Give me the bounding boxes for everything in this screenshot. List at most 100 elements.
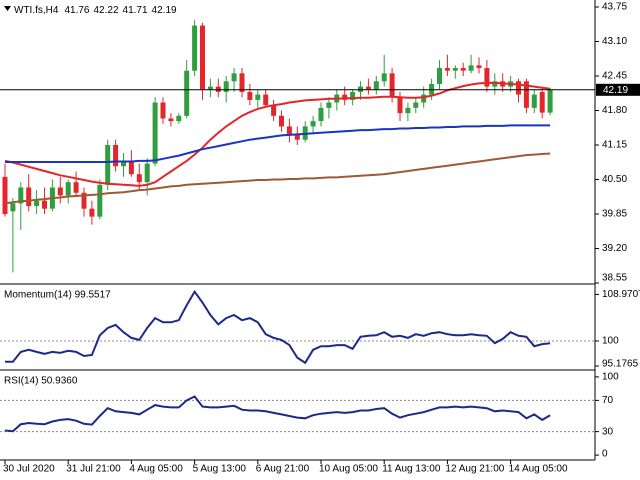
indicator-line <box>5 289 551 365</box>
candle-body <box>523 81 529 108</box>
candle-body <box>73 182 79 193</box>
y-tick-label: 0 <box>602 449 608 460</box>
last-price-box <box>596 83 640 96</box>
indicator-line <box>4 152 551 205</box>
x-tick-label: 11 Aug 13:00 <box>382 464 441 475</box>
y-tick-label: 70 <box>602 395 614 406</box>
close-value: 42.19 <box>152 5 177 16</box>
y-tick-label: 100 <box>602 372 619 383</box>
candle-body <box>113 145 119 167</box>
candle-body <box>413 102 419 108</box>
candle-body <box>279 115 284 127</box>
symbol: WTI.fs,H4 <box>14 5 59 16</box>
candle-body <box>318 107 324 122</box>
candle-body <box>2 176 8 214</box>
y-tick-label: 39.20 <box>602 243 627 254</box>
y-tick-label: 108.9707 <box>602 289 640 300</box>
candle-body <box>192 25 198 71</box>
pane-title: Momentum(14) 99.5517 <box>4 290 111 301</box>
candle-body <box>207 86 213 90</box>
candle-body <box>136 174 142 183</box>
candle-body <box>263 94 269 106</box>
candle-body <box>365 86 371 90</box>
y-tick-label: 43.10 <box>602 36 627 47</box>
y-tick-label: 95.1765 <box>602 359 639 370</box>
candle-body <box>128 160 134 175</box>
last-price-label: 42.19 <box>603 85 628 96</box>
candle-body <box>89 208 95 217</box>
x-tick-label: 30 Jul 2020 <box>3 464 55 475</box>
candle-body <box>373 81 379 90</box>
indicator-line <box>5 124 551 163</box>
candle-body <box>492 81 498 87</box>
candle-body <box>26 187 32 207</box>
low-value: 41.71 <box>123 5 148 16</box>
y-tick-label: 41.15 <box>602 140 627 151</box>
candle-body <box>176 115 182 122</box>
candle-body <box>286 126 292 135</box>
candle-body <box>468 65 474 71</box>
candle-body <box>429 83 435 95</box>
candle-body <box>121 160 126 167</box>
candle-body <box>310 121 316 127</box>
candle-body <box>358 86 363 92</box>
x-tick-label: 5 Aug 13:00 <box>193 464 247 475</box>
candle-body <box>247 91 253 100</box>
candle-body <box>57 187 63 196</box>
candle-body <box>460 68 466 71</box>
x-tick-label: 10 Aug 05:00 <box>319 464 378 475</box>
high-value: 42.22 <box>93 5 118 16</box>
candle-body <box>184 70 190 116</box>
x-tick-label: 31 Jul 21:00 <box>66 464 121 475</box>
candle-body <box>389 73 395 98</box>
y-tick-label: 43.75 <box>602 2 627 13</box>
candle-body <box>421 94 427 103</box>
indicator-line <box>4 395 551 433</box>
candle-body <box>271 105 277 116</box>
candle-body <box>452 68 458 71</box>
chart-header: WTI.fs,H4 41.76 42.22 41.71 42.19 <box>14 5 177 16</box>
candle-body <box>381 73 387 82</box>
x-tick-label: 4 Aug 05:00 <box>129 464 183 475</box>
candle-body <box>10 203 16 212</box>
candle-body <box>42 200 47 209</box>
candle-body <box>405 107 411 114</box>
menu-icon <box>4 6 11 11</box>
candle-body <box>539 91 545 113</box>
candle-body <box>444 68 450 71</box>
candle-body <box>18 187 24 204</box>
indicator-line <box>4 81 551 187</box>
y-tick-label: 39.85 <box>602 209 627 220</box>
y-tick-label: 100 <box>602 336 619 347</box>
candle-body <box>65 182 71 196</box>
x-tick-label: 12 Aug 21:00 <box>445 464 504 475</box>
candle-body <box>34 200 40 207</box>
y-tick-label: 40.50 <box>602 174 627 185</box>
candle-body <box>239 73 245 92</box>
candle-body <box>144 163 150 183</box>
candle-body <box>223 81 229 92</box>
open-value: 41.76 <box>64 5 89 16</box>
candle-body <box>326 102 332 108</box>
candle-body <box>152 102 158 164</box>
pane-title: RSI(14) 50.9360 <box>4 376 78 387</box>
candle-body <box>81 192 87 209</box>
candle-body <box>105 145 111 185</box>
candle-body <box>294 134 300 140</box>
candle-body <box>342 94 348 100</box>
candle-body <box>516 81 521 95</box>
candle-body <box>168 118 174 122</box>
x-tick-label: 6 Aug 21:00 <box>256 464 310 475</box>
candle-body <box>255 94 261 100</box>
y-tick-label: 42.45 <box>602 71 627 82</box>
candle-body <box>97 184 103 217</box>
y-tick-label: 38.55 <box>602 273 627 284</box>
candle-body <box>397 97 403 114</box>
y-tick-label: 41.80 <box>602 105 627 116</box>
candle-body <box>476 65 482 69</box>
candle-body <box>484 68 490 87</box>
candle-body <box>160 102 166 119</box>
y-tick-label: 30 <box>602 426 614 437</box>
